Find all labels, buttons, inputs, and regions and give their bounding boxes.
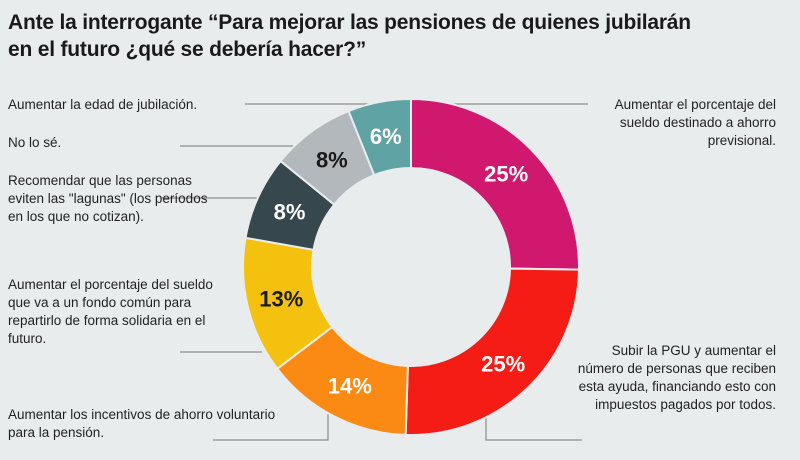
label-subir-pgu: Subir la PGU y aumentar el número de per… xyxy=(577,343,776,412)
leader-line-subir-pgu xyxy=(485,410,582,441)
value-label-subir-pgu: 25% xyxy=(481,352,525,377)
label-lagunas: Recomendar que las personas eviten las "… xyxy=(8,173,208,224)
label-incentivos-ahorro-voluntario: Aumentar los incentivos de ahorro volunt… xyxy=(8,407,276,440)
label-fondo-comun: Aumentar el porcentaje del sueldo que va… xyxy=(8,277,213,346)
label-edad-jubilacion: Aumentar la edad de jubilación. xyxy=(8,97,198,112)
label-aumentar-porcentaje-ahorro: Aumentar el porcentaje del sueldo destin… xyxy=(614,97,776,148)
label-no-lo-se: No lo sé. xyxy=(8,135,62,150)
slice-subir-pgu xyxy=(404,267,580,436)
slice-edad-jubilacion xyxy=(347,97,412,177)
value-label-no-lo-se: 8% xyxy=(316,147,348,172)
chart-title: Ante la interrogante “Para mejorar las p… xyxy=(8,11,691,61)
value-label-lagunas: 8% xyxy=(274,200,306,225)
value-label-fondo-comun: 13% xyxy=(259,286,303,311)
value-label-edad-jubilacion: 6% xyxy=(370,124,402,149)
leader-line-ahorro-voluntario xyxy=(213,410,329,441)
value-label-ahorro-previsional: 25% xyxy=(484,161,528,186)
slice-ahorro-previsional xyxy=(410,97,580,271)
value-label-ahorro-voluntario: 14% xyxy=(328,374,372,399)
